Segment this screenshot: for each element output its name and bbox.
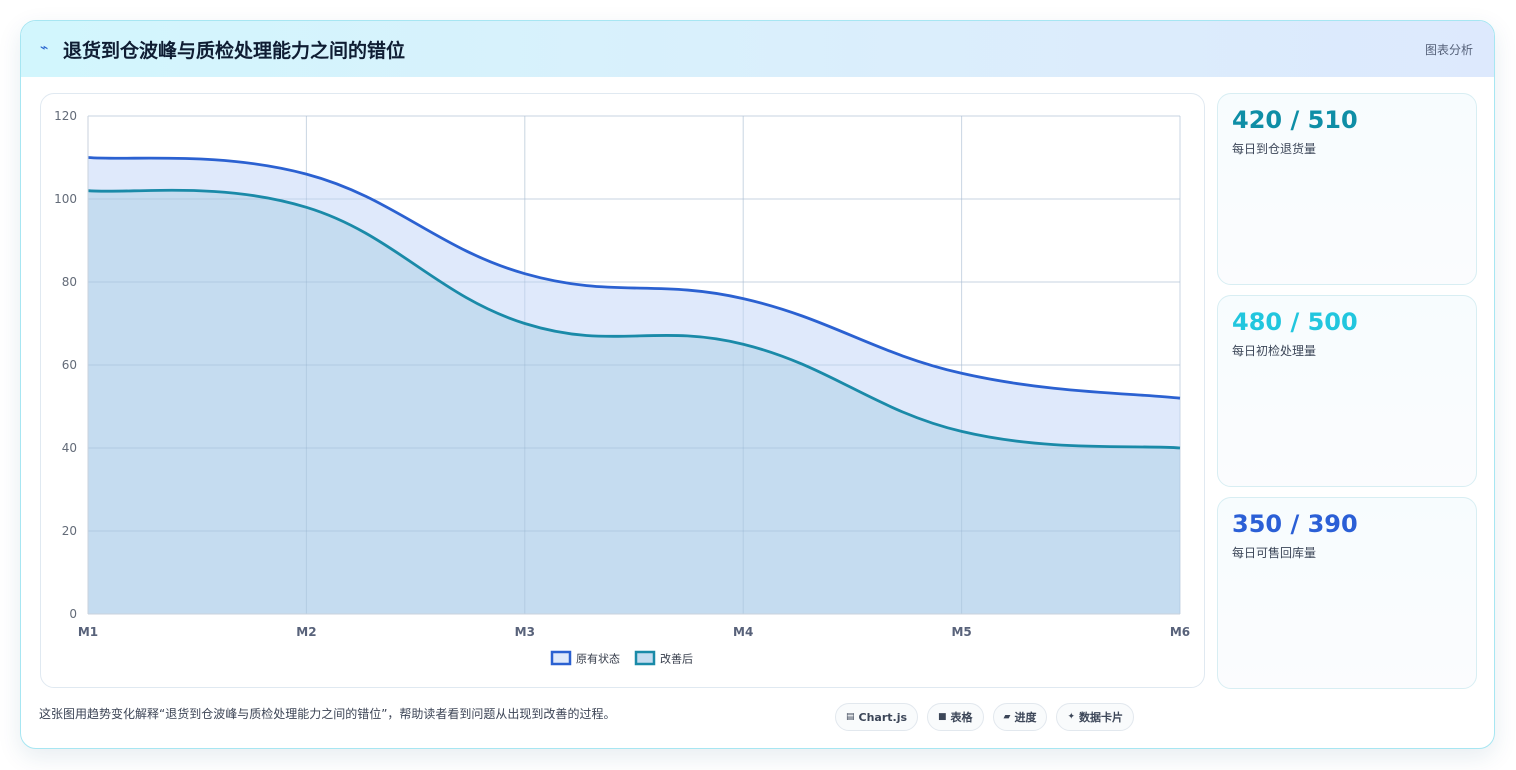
card-header: ⌁ 退货到仓波峰与质检处理能力之间的错位 图表分析 [21,21,1494,77]
chip-progress[interactable]: ▰ 进度 [992,703,1048,731]
kpi-value: 350 / 390 [1232,510,1358,538]
x-tick-label: M1 [78,625,98,639]
page-title: 退货到仓波峰与质检处理能力之间的错位 [63,40,406,62]
card-icon: ✦ [1067,712,1076,722]
chip-label: 数据卡片 [1079,711,1124,724]
kpi-card-return-volume: 420 / 510 每日到仓退货量 [1217,93,1477,285]
legend-label-2: 改善后 [660,652,693,666]
legend-swatch-1 [550,650,572,666]
table-icon: ■ [938,712,947,722]
legend-swatch-2 [634,650,656,666]
x-tick-label: M3 [515,625,535,639]
chip-label: 进度 [1014,711,1037,724]
legend-label-1: 原有状态 [576,652,620,666]
chart-analysis-label: 图表分析 [1424,43,1473,57]
y-tick-label: 20 [62,524,77,538]
y-tick-label: 120 [54,109,77,123]
kpi-value: 420 / 510 [1232,106,1358,134]
progress-icon: ▰ [1003,712,1011,722]
x-tick-label: M6 [1170,625,1190,639]
x-tick-label: M5 [951,625,971,639]
chip-table[interactable]: ■ 表格 [927,703,984,731]
chip-data-card[interactable]: ✦ 数据卡片 [1056,703,1135,731]
tag-chips: ▤ Chart.js ■ 表格 ▰ 进度 ✦ 数据卡片 [835,703,1135,731]
x-tick-label: M2 [296,625,316,639]
kpi-value: 480 / 500 [1232,308,1358,336]
chart-icon: ▤ [846,712,855,722]
sparkle-icon: ⌁ [40,40,49,56]
chip-label: 表格 [950,711,973,724]
kpi-card-restock-volume: 350 / 390 每日可售回库量 [1217,497,1477,689]
y-tick-label: 80 [62,275,77,289]
chart-description: 这张图用趋势变化解释“退货到仓波峰与质检处理能力之间的错位”，帮助读者看到问题从… [39,707,616,721]
y-tick-label: 60 [62,358,77,372]
y-tick-label: 100 [54,192,77,206]
series-line-2 [87,188,1181,450]
kpi-label: 每日初检处理量 [1232,344,1317,358]
y-tick-label: 0 [69,607,77,621]
chart-card: ⌁ 退货到仓波峰与质检处理能力之间的错位 图表分析 0 20 40 60 80 100 12… [20,20,1495,749]
x-tick-label: M4 [733,625,753,639]
series-area-2 [88,190,1180,614]
chip-label: Chart.js [858,710,908,724]
area-chart: 0 20 40 60 80 100 120 M1 M2 M3 M4 M5 M6 原有状态 改善后 [54,109,1190,666]
series-line-1 [87,156,1181,400]
chart-panel: 0 20 40 60 80 100 120 M1 M2 M3 M4 M5 M6 原有状态 改善后 [40,93,1205,688]
chip-chartjs[interactable]: ▤ Chart.js [835,703,919,731]
kpi-label: 每日到仓退货量 [1232,142,1317,156]
kpi-label: 每日可售回库量 [1232,546,1317,560]
y-tick-label: 40 [62,441,77,455]
kpi-card-inspection-volume: 480 / 500 每日初检处理量 [1217,295,1477,487]
